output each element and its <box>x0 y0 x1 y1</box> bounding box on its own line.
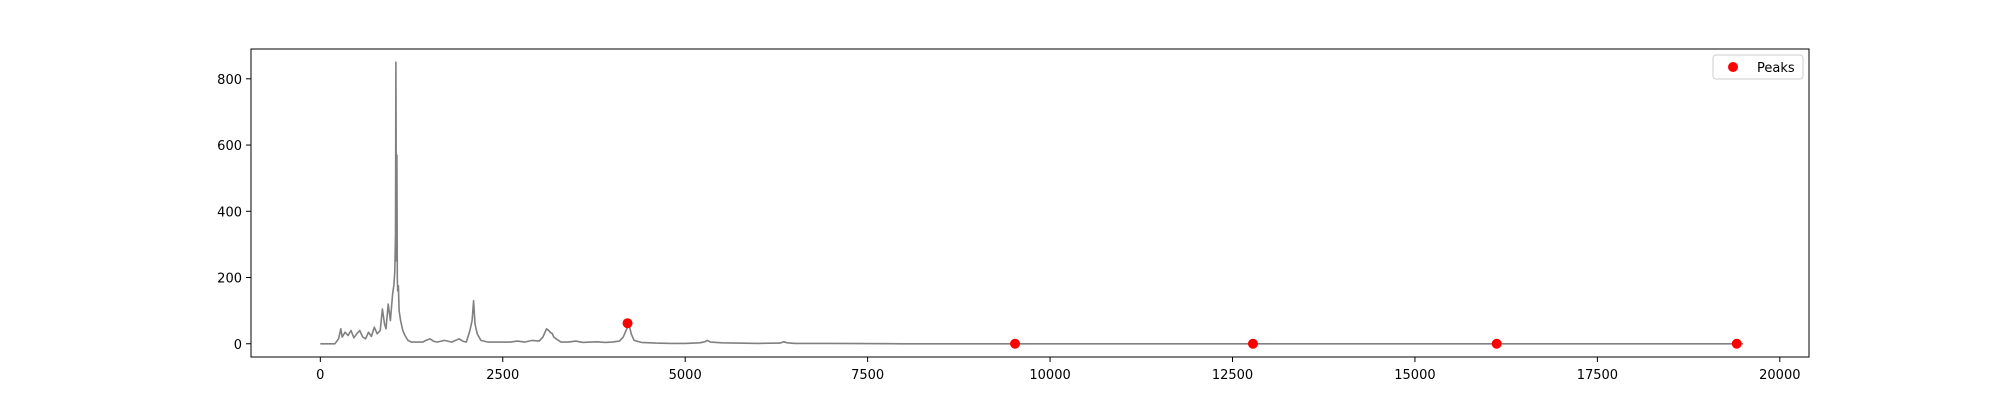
legend-box <box>1712 54 1804 80</box>
y-axis: 0 200 400 600 800 <box>217 73 251 353</box>
y-tick-label: 800 <box>217 73 242 88</box>
y-tick-label: 600 <box>217 139 242 154</box>
x-tick-label: 7500 <box>851 368 884 383</box>
x-tick-label: 15000 <box>1394 368 1435 383</box>
x-tick-label: 20000 <box>1759 368 1800 383</box>
legend: Peaks <box>1712 54 1804 80</box>
peak-point <box>1731 338 1742 349</box>
x-tick-label: 5000 <box>669 368 702 383</box>
peak-point <box>1247 338 1258 349</box>
x-axis: 0 2500 5000 7500 10000 12500 15000 17500 20000 <box>316 357 1800 383</box>
peak-point <box>1491 338 1502 349</box>
legend-marker-peaks <box>1728 62 1738 72</box>
x-tick-label: 0 <box>316 368 324 383</box>
x-tick-label: 2500 <box>486 368 519 383</box>
x-tick-label: 17500 <box>1577 368 1618 383</box>
x-tick-label: 10000 <box>1029 368 1070 383</box>
x-tick-label: 12500 <box>1212 368 1253 383</box>
legend-label-peaks: Peaks <box>1757 61 1795 76</box>
signal-line <box>320 61 1744 345</box>
peak-point <box>622 318 633 329</box>
y-tick-label: 0 <box>234 338 242 353</box>
axes-frame <box>250 48 1810 358</box>
y-tick-label: 200 <box>217 272 242 287</box>
peak-point <box>1010 338 1021 349</box>
plot-area <box>320 61 1744 349</box>
y-tick-label: 400 <box>217 205 242 220</box>
